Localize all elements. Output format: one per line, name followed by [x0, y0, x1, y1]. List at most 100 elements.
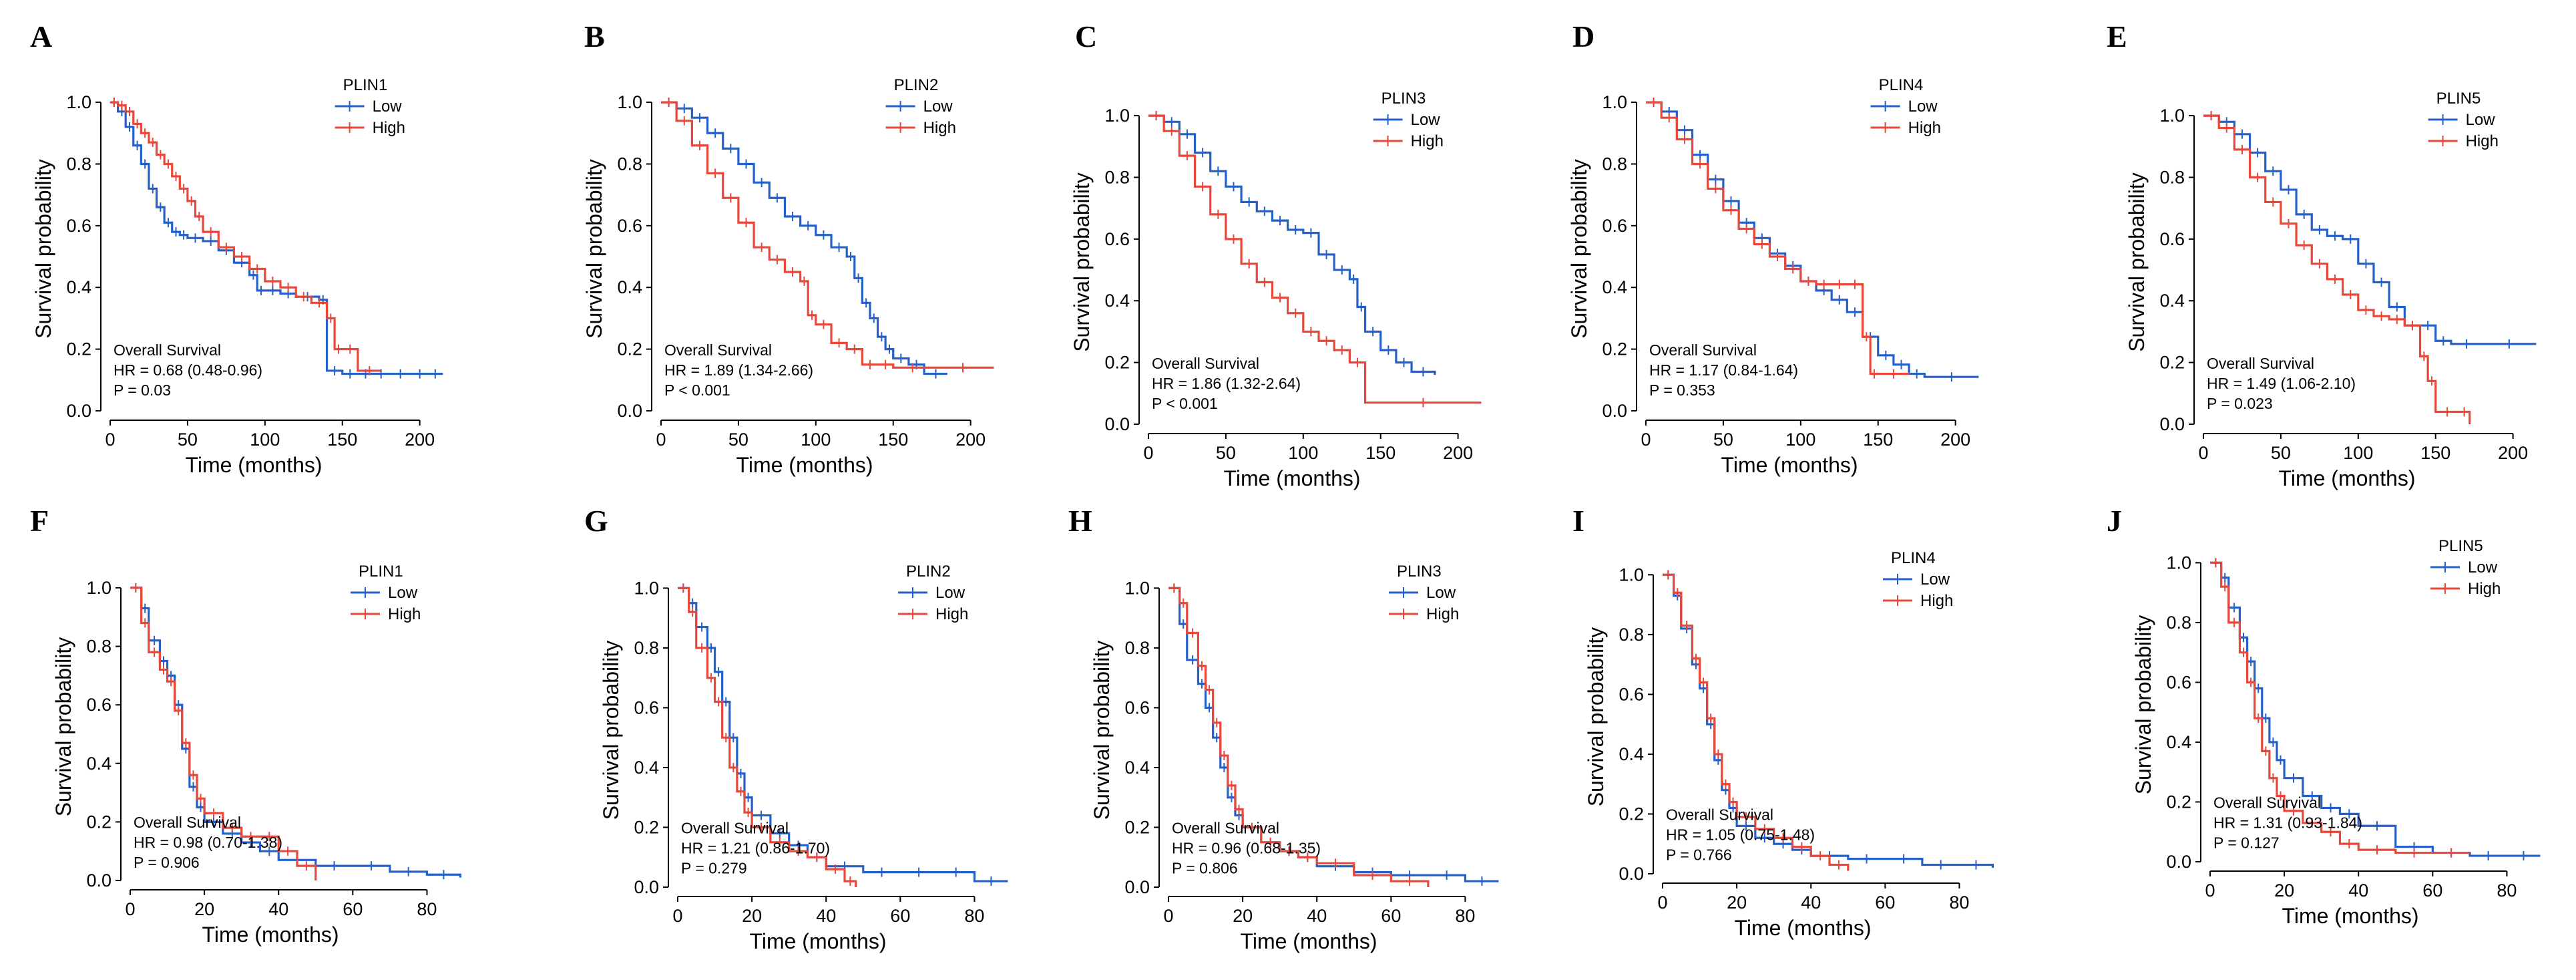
y-axis-title: Survival probability: [31, 159, 55, 339]
censor-mark-high: [118, 100, 126, 110]
y-tick-label: 0.4: [1124, 758, 1150, 778]
x-tick-label: 100: [1785, 430, 1815, 450]
censor-mark-high: [180, 184, 188, 194]
y-tick-label: 0.8: [2166, 613, 2191, 633]
censor-mark-high: [265, 832, 274, 842]
km-curve-low: [1168, 587, 1499, 882]
panel-letter: C: [1075, 19, 1097, 53]
censor-mark-high: [1276, 293, 1285, 303]
censor-mark-low: [2346, 234, 2355, 244]
censor-mark-high: [2269, 773, 2278, 783]
censor-mark-high: [819, 319, 828, 329]
censor-mark-high: [2254, 713, 2263, 723]
censor-mark-low: [869, 313, 878, 323]
censor-mark-low: [2230, 603, 2239, 613]
x-axis-title: Time (months): [736, 453, 873, 477]
censor-mark-low: [331, 365, 339, 375]
censor-mark-high: [246, 832, 255, 842]
censor-mark-high: [150, 647, 159, 657]
censor-mark-high: [1757, 239, 1766, 249]
censor-mark-high: [1835, 279, 1844, 289]
censor-mark-high: [1789, 264, 1797, 274]
censor-mark-low: [1972, 860, 1980, 870]
censor-mark-low: [265, 846, 274, 856]
censor-mark-low: [377, 369, 385, 379]
censor-mark-high: [2253, 172, 2262, 182]
censor-mark-high: [1804, 277, 1813, 286]
y-tick-label: 0.6: [617, 216, 642, 236]
x-tick-label: 100: [2343, 443, 2373, 463]
x-tick-label: 100: [250, 430, 280, 450]
censor-mark-high: [1816, 851, 1825, 861]
censor-mark-low: [726, 144, 735, 154]
censor-mark-high: [2410, 848, 2418, 858]
y-tick-label: 1.0: [2166, 552, 2191, 573]
y-tick-label: 0.6: [1104, 229, 1130, 249]
censor-mark-high: [1850, 279, 1859, 289]
km-curve-high: [2203, 114, 2471, 424]
x-tick-label: 0: [1657, 892, 1667, 913]
censor-mark-low: [396, 369, 405, 379]
censor-mark-high: [1862, 332, 1871, 342]
y-tick-label: 0.0: [1602, 401, 1627, 421]
censor-mark-high: [1664, 570, 1673, 580]
censor-mark-high: [680, 116, 688, 126]
censor-mark-high: [133, 119, 142, 129]
censor-mark-low: [156, 202, 165, 212]
censor-mark-high: [714, 697, 723, 707]
censor-mark-low: [1897, 359, 1906, 369]
censor-mark-low: [885, 344, 893, 354]
censor-mark-low: [877, 867, 886, 877]
censor-mark-low: [2269, 166, 2278, 176]
y-tick-label: 1.0: [86, 578, 112, 598]
panel-a: A 0.0 0.2 0.4 0.6 0.8 1.0 0 50 100 150 200 Time (mon…: [30, 19, 443, 477]
censor-mark-high: [2308, 818, 2316, 828]
censor-mark-high: [2420, 351, 2428, 361]
censor-mark-high: [808, 310, 817, 320]
censor-mark-high: [736, 786, 745, 796]
y-tick-label: 0.4: [1602, 277, 1627, 297]
censor-mark-high: [195, 212, 204, 221]
panel-g: G 0.0 0.2 0.4 0.6 0.8 1.0 0 20 40 60 80 Time (months…: [584, 504, 1008, 953]
censor-mark-high: [850, 344, 859, 354]
y-tick-label: 0.6: [1124, 697, 1150, 717]
x-tick-label: 60: [1381, 906, 1401, 926]
x-tick-label: 60: [2422, 880, 2442, 901]
stat-line: HR = 0.96 (0.68-1.35): [1172, 839, 1321, 856]
stat-heading: Overall Survival: [2207, 355, 2314, 372]
censor-mark-high: [664, 98, 673, 108]
stat-heading: Overall Survival: [1649, 341, 1757, 359]
x-tick-label: 0: [2198, 443, 2208, 463]
x-tick-label: 20: [2274, 880, 2294, 901]
censor-mark-low: [1760, 833, 1769, 843]
censor-mark-low: [1167, 117, 1176, 127]
y-tick-label: 0.6: [634, 697, 659, 717]
censor-mark-high: [1721, 779, 1730, 789]
y-tick-label: 0.8: [1602, 154, 1627, 174]
y-tick-label: 0.8: [1104, 167, 1130, 187]
censor-mark-high: [327, 313, 335, 323]
censor-mark-high: [2211, 558, 2220, 568]
censor-mark-high: [206, 227, 215, 237]
x-axis-title: Time (months): [2282, 904, 2418, 928]
censor-mark-high: [1229, 234, 1238, 244]
censor-mark-low: [141, 159, 150, 169]
x-tick-label: 150: [1863, 430, 1893, 450]
censor-mark-low: [1727, 196, 1735, 206]
censor-mark-low: [1276, 216, 1285, 226]
censor-mark-high: [1266, 837, 1275, 847]
y-axis-title: Survival probability: [2125, 172, 2149, 352]
censor-mark-high: [881, 359, 890, 369]
censor-mark-high: [187, 196, 196, 206]
censor-mark-high: [314, 298, 323, 308]
censor-mark-low: [330, 861, 339, 871]
x-tick-label: 150: [327, 430, 357, 450]
legend-label-low: Low: [373, 98, 403, 116]
x-tick-label: 20: [1727, 892, 1747, 913]
y-axis-title: Survival probability: [599, 641, 623, 820]
stat-line: HR = 1.31 (0.93-1.84): [2213, 814, 2362, 831]
x-tick-label: 60: [343, 899, 363, 919]
legend-label-low: Low: [1908, 98, 1938, 116]
legend-label-high: High: [1908, 119, 1941, 137]
